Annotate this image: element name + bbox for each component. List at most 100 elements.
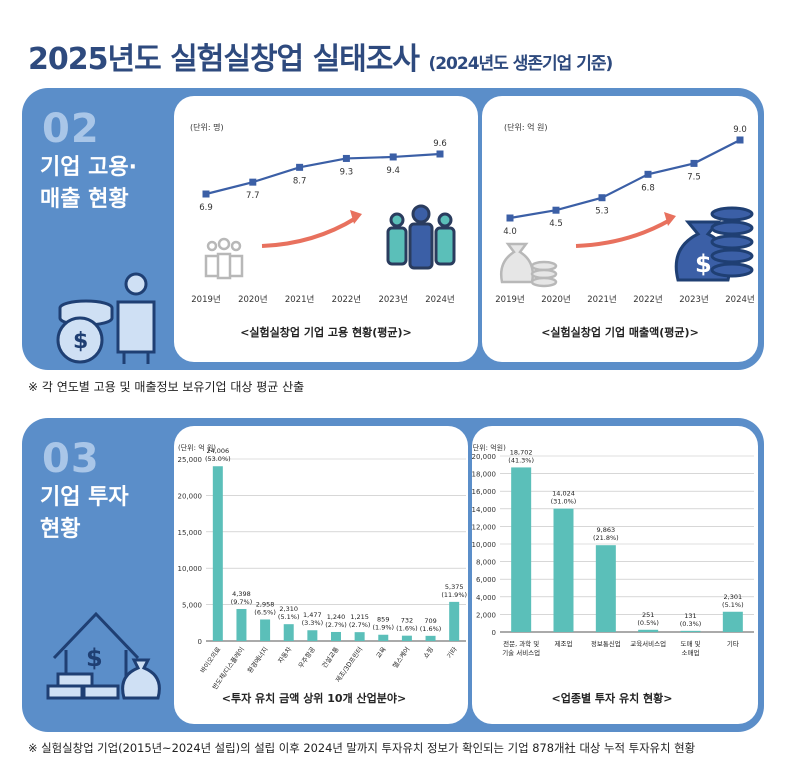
industry-investment-card: (단위: 억 원) 0 5,000 10,000 15,000 20,000 25,000… bbox=[174, 426, 468, 724]
bar bbox=[354, 632, 365, 641]
x-category-label: 환경에너지 bbox=[245, 645, 270, 675]
money-bag-large-icon: $ bbox=[674, 206, 754, 282]
businessman-coins-icon: $ bbox=[56, 272, 156, 364]
industry-chart-title: <투자 유치 금액 상위 10개 산업분야> bbox=[222, 691, 406, 705]
bar-value-label: 732 bbox=[401, 617, 413, 625]
section3-footnote: ※ 실험실창업 기업(2015년~2024년 설립)의 설립 이후 2024년 … bbox=[28, 741, 696, 755]
growth-arrow bbox=[575, 218, 671, 248]
bar bbox=[212, 466, 223, 641]
x-tick-label: 2020년 bbox=[541, 294, 570, 305]
money-bag-small-icon bbox=[500, 242, 558, 288]
sector-investment-bar-chart: (단위: 억원) 0 2,000 4,000 6,000 8,000 10,000 12,0… bbox=[470, 443, 754, 705]
x-category-label: 소매업 bbox=[682, 649, 700, 657]
section-number: 03 bbox=[42, 436, 100, 482]
bar-percent-label: (2.7%) bbox=[349, 621, 371, 629]
growth-arrowhead bbox=[664, 212, 676, 226]
y-tick-label: 10,000 bbox=[178, 565, 203, 573]
growth-arrow bbox=[261, 216, 358, 248]
data-point bbox=[296, 163, 304, 171]
bar bbox=[236, 608, 247, 641]
data-point bbox=[436, 150, 444, 158]
y-tick-label: 10,000 bbox=[472, 541, 496, 549]
bar-value-label: 131 bbox=[684, 612, 696, 620]
bar bbox=[331, 631, 341, 641]
bar bbox=[307, 630, 318, 641]
employment-unit-label: (단위: 명) bbox=[190, 122, 224, 132]
section-title: 기업 투자 현황 bbox=[40, 485, 129, 542]
bar-percent-label: (1.6%) bbox=[420, 625, 442, 633]
x-category-label: 전문, 과학 및 bbox=[503, 639, 539, 648]
data-point bbox=[598, 194, 606, 202]
investment-house-coins-icon: $ bbox=[46, 611, 161, 700]
x-category-label: 정보통신업 bbox=[591, 639, 621, 648]
x-tick-label: 2022년 bbox=[633, 294, 662, 305]
sector-unit-label: (단위: 억원) bbox=[472, 443, 506, 452]
data-point bbox=[736, 136, 744, 144]
data-label: 9.0 bbox=[733, 125, 747, 135]
svg-text:$: $ bbox=[73, 329, 88, 354]
bar-percent-label: (5.1%) bbox=[278, 613, 300, 621]
bar bbox=[638, 629, 659, 632]
y-tick-label: 25,000 bbox=[178, 456, 203, 464]
y-tick-label: 6,000 bbox=[476, 576, 496, 584]
bar bbox=[680, 630, 701, 632]
x-tick-label: 2021년 bbox=[587, 294, 616, 305]
data-point bbox=[202, 190, 210, 198]
y-tick-label: 14,000 bbox=[472, 506, 496, 514]
bar-value-label: 1,240 bbox=[327, 613, 346, 621]
bar bbox=[511, 467, 532, 632]
y-tick-label: 20,000 bbox=[472, 453, 496, 461]
x-category-label: 도매 및 bbox=[680, 640, 700, 648]
sales-line-chart: (단위: 억 원) 4.0 2019년 4.5 2020년 5.3 2021년 6.8 202… bbox=[495, 122, 754, 339]
section-employment-sales: 02 기업 고용· 매출 현황 $ (단위: 명) 6.9 2019년 7.7 202… bbox=[22, 88, 764, 370]
y-tick-label: 5,000 bbox=[182, 602, 202, 610]
x-tick-label: 2019년 bbox=[495, 294, 524, 305]
section2-footnote: ※ 각 연도별 고용 및 매출정보 보유기업 대상 평균 산출 bbox=[28, 380, 305, 394]
bar-value-label: 2,301 bbox=[724, 593, 743, 601]
x-category-label: 헬스케어 bbox=[390, 645, 411, 670]
bar-value-label: 709 bbox=[424, 617, 436, 625]
page-subtitle: (2024년도 생존기업 기준) bbox=[428, 54, 613, 74]
x-category-label: 기타 bbox=[445, 645, 459, 660]
industry-unit-label: (단위: 억 원) bbox=[178, 443, 216, 452]
section-investment: 03 기업 투자 현황 $ (단위: 억 원) 0 5,000 10,000 15,0… bbox=[22, 418, 764, 732]
x-category-label: 쇼핑 bbox=[421, 645, 435, 660]
data-label: 9.3 bbox=[340, 167, 354, 177]
x-category-label: 제조업 bbox=[555, 640, 573, 648]
sales-unit-label: (단위: 억 원) bbox=[504, 122, 547, 132]
sector-chart-title: <업종별 투자 유치 현황> bbox=[551, 691, 672, 705]
employment-chart-card: (단위: 명) 6.9 2019년 7.7 2020년 8.7 2021년 9.3 2022년… bbox=[174, 96, 478, 362]
x-tick-label: 2023년 bbox=[679, 294, 708, 305]
x-category-label: 자동차 bbox=[276, 645, 294, 665]
data-label: 6.9 bbox=[199, 203, 213, 213]
data-point bbox=[552, 206, 560, 214]
bar-value-label: 24,006 bbox=[206, 447, 229, 455]
x-category-label: 기타 bbox=[727, 639, 739, 648]
bar-percent-label: (0.3%) bbox=[680, 620, 702, 628]
data-label: 9.6 bbox=[433, 139, 447, 149]
data-point bbox=[644, 170, 652, 178]
section-title: 기업 고용· 매출 현황 bbox=[40, 155, 137, 212]
x-tick-label: 2020년 bbox=[238, 294, 267, 305]
bar-percent-label: (9.7%) bbox=[231, 598, 253, 606]
industry-investment-bar-chart: (단위: 억 원) 0 5,000 10,000 15,000 20,000 25,000… bbox=[178, 443, 468, 705]
bar-percent-label: (1.9%) bbox=[372, 624, 394, 632]
bar bbox=[425, 635, 436, 641]
x-category-label: 기술 서비스업 bbox=[502, 648, 540, 657]
x-category-label: 교육 bbox=[374, 646, 387, 660]
x-tick-label: 2022년 bbox=[332, 294, 361, 305]
growth-arrowhead bbox=[350, 210, 362, 224]
bar bbox=[283, 624, 294, 641]
data-label: 4.5 bbox=[549, 219, 563, 229]
page-title-main: 2025년도 실험실창업 실태조사 bbox=[28, 42, 420, 77]
x-tick-label: 2023년 bbox=[378, 294, 407, 305]
bar bbox=[260, 619, 271, 641]
section-number: 02 bbox=[42, 106, 100, 152]
bar-percent-label: (6.5%) bbox=[254, 608, 276, 616]
bar bbox=[595, 545, 616, 632]
data-point bbox=[690, 159, 698, 167]
employment-line-chart: (단위: 명) 6.9 2019년 7.7 2020년 8.7 2021년 9.3 2022년… bbox=[190, 122, 456, 339]
y-tick-label: 12,000 bbox=[472, 523, 496, 531]
x-tick-label: 2021년 bbox=[285, 294, 314, 305]
bar-percent-label: (53.0%) bbox=[205, 455, 231, 463]
